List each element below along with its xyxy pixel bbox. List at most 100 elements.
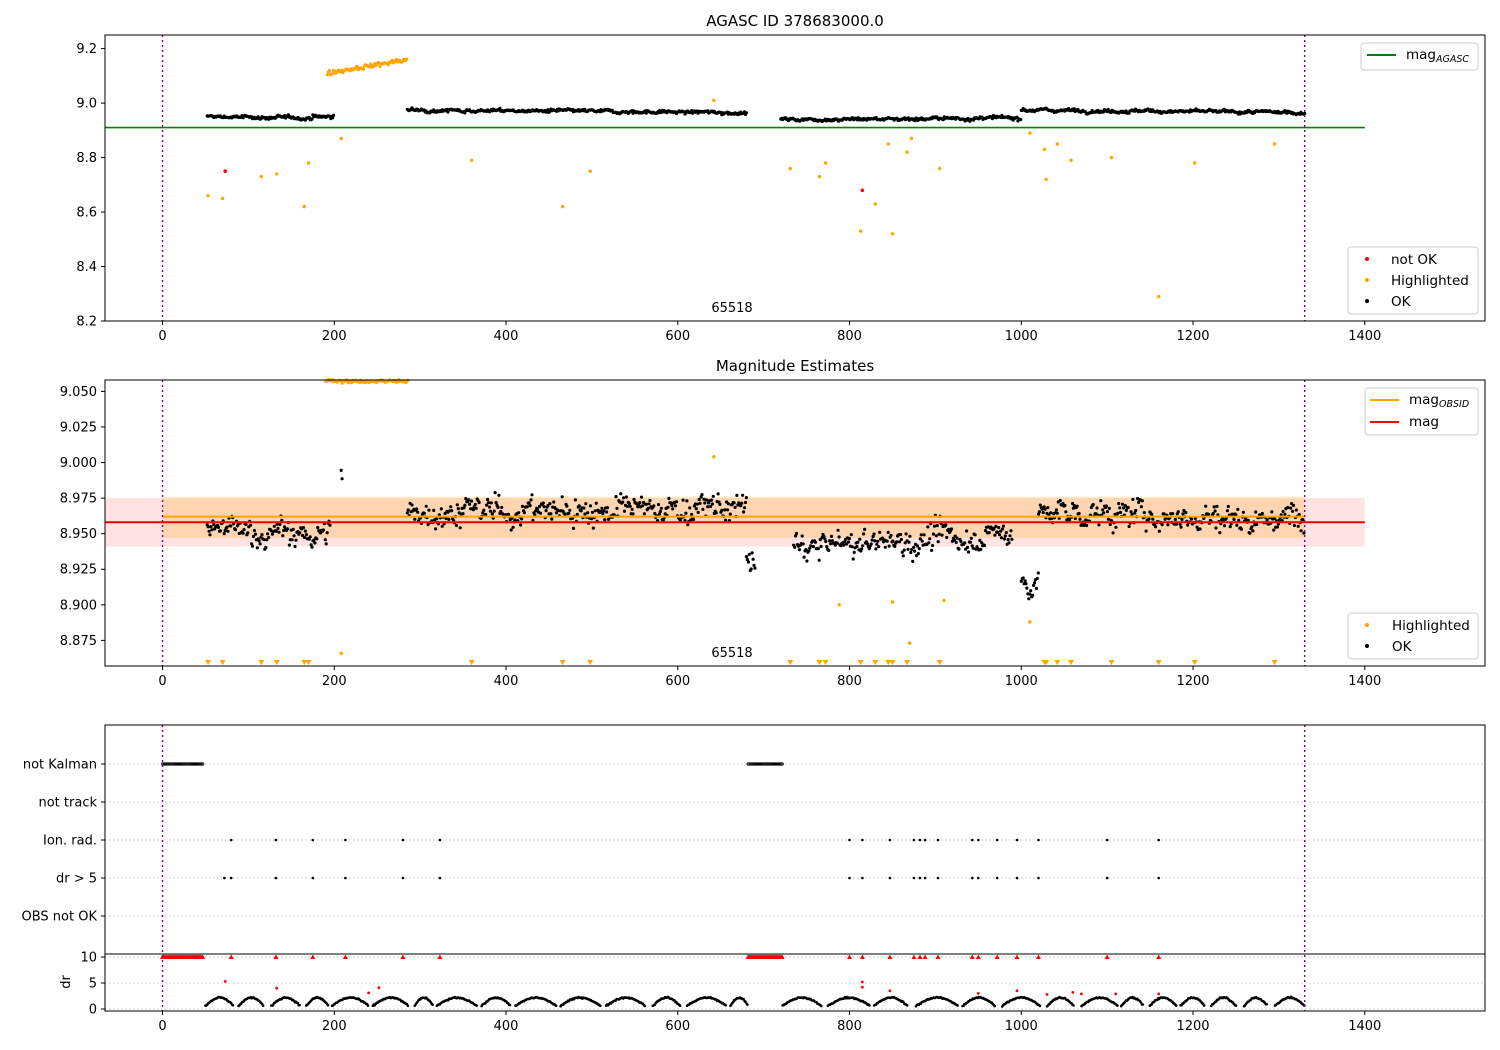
- ok-point: [293, 544, 297, 549]
- ok-point: [519, 523, 523, 527]
- magnitude-legend-marker: [1365, 623, 1369, 627]
- ok-point: [851, 557, 855, 561]
- ok-point: [902, 548, 906, 552]
- dr-axis-label: dr: [59, 975, 74, 989]
- magnitude-legend-label: Highlighted: [1392, 618, 1470, 634]
- highlighted-point: [1193, 161, 1197, 165]
- agasc-panel: AGASC ID 378683000.0 0 200 400 600 800 1000 12…: [76, 12, 1486, 344]
- dr-clipped-marker: [917, 954, 923, 959]
- ok-point: [714, 511, 718, 515]
- ok-point: [858, 537, 862, 541]
- ok-point: [827, 548, 831, 553]
- dr-point: [742, 997, 745, 1001]
- flag-point: [777, 762, 781, 766]
- ok-point: [528, 504, 532, 508]
- flag-point: [1105, 876, 1109, 880]
- flags-x-tick-label: 1000: [1005, 1019, 1038, 1034]
- ok-point: [1029, 589, 1033, 593]
- ok-point: [1049, 511, 1053, 515]
- dr-y-tick-label: 10: [80, 951, 97, 966]
- ok-point: [1237, 518, 1241, 522]
- ok-point: [937, 532, 941, 536]
- highlighted-point: [873, 202, 877, 206]
- dr-red-point: [1071, 991, 1075, 994]
- ok-point: [630, 507, 634, 511]
- dr-clipped-marker: [1104, 954, 1110, 959]
- magnitude-y-tick-label: 9.025: [60, 420, 97, 435]
- ok-point: [520, 517, 524, 521]
- ok-point: [936, 540, 940, 544]
- magnitude-x-tick-label: 800: [837, 674, 862, 689]
- ok-point: [287, 543, 291, 547]
- flag-point: [762, 762, 766, 766]
- ok-point: [908, 534, 912, 538]
- flag-point: [229, 876, 233, 880]
- highlighted-point: [909, 136, 914, 141]
- highlighted-point: [1042, 147, 1047, 152]
- ok-point: [1174, 522, 1178, 526]
- flag-point: [767, 762, 771, 766]
- ok-point: [1140, 499, 1144, 503]
- ok-point: [210, 528, 214, 532]
- ok-point: [1078, 517, 1082, 521]
- not-ok-point: [860, 188, 865, 193]
- ok-point: [659, 506, 664, 510]
- ok-point: [577, 504, 581, 508]
- ok-point: [1046, 506, 1050, 510]
- flag-point: [176, 762, 180, 766]
- ok-point: [944, 523, 948, 527]
- ok-point: [1095, 506, 1099, 510]
- ok-point: [229, 524, 233, 528]
- ok-point: [912, 545, 916, 550]
- clipped-low-marker: [1043, 660, 1050, 665]
- magnitude-x-tick-label: 400: [494, 674, 519, 689]
- ok-point: [1072, 503, 1076, 508]
- ok-point: [415, 507, 419, 511]
- highlighted-point: [1069, 158, 1073, 162]
- ok-point: [656, 502, 661, 507]
- ok-point: [797, 548, 802, 552]
- ok-point: [1273, 516, 1277, 521]
- ok-point: [605, 506, 610, 510]
- highlighted-point: [788, 166, 792, 171]
- ok-point: [1117, 501, 1121, 506]
- ok-point: [695, 502, 699, 506]
- agasc-x-tick-label: 1400: [1348, 329, 1381, 344]
- ok-point: [855, 544, 859, 549]
- ok-point: [661, 518, 665, 522]
- ok-point: [1035, 576, 1039, 581]
- flag-point: [192, 762, 197, 766]
- ok-point: [642, 512, 647, 516]
- ok-point: [1031, 593, 1035, 598]
- magnitude-y-tick-label: 8.900: [60, 598, 97, 613]
- ok-point: [209, 525, 213, 529]
- ok-point: [1050, 516, 1054, 521]
- ok-point: [927, 541, 931, 545]
- ok-point: [601, 511, 605, 516]
- ok-point: [647, 502, 651, 506]
- ok-point: [928, 537, 932, 541]
- agasc-y-tick-label: 9.2: [76, 42, 97, 57]
- flag-point: [179, 762, 183, 766]
- ok-point: [753, 566, 757, 570]
- ok-point: [1071, 506, 1075, 510]
- ok-point: [742, 506, 747, 510]
- ok-point: [1292, 523, 1296, 528]
- ok-point: [701, 507, 705, 511]
- ok-point: [1137, 500, 1141, 504]
- agasc-x-tick-label: 1200: [1176, 329, 1209, 344]
- not-ok-point: [223, 169, 227, 173]
- ok-point: [1119, 510, 1123, 514]
- highlighted-point: [340, 381, 344, 385]
- ok-point: [1025, 586, 1029, 590]
- ok-point: [930, 548, 934, 553]
- ok-point: [454, 523, 458, 528]
- ok-point: [538, 511, 543, 515]
- agasc-x-tick-label: 400: [494, 329, 519, 344]
- ok-point: [1001, 524, 1006, 528]
- ok-point: [250, 544, 255, 548]
- magnitude-legend-line-label: mag: [1409, 414, 1439, 430]
- ok-point: [1214, 526, 1218, 530]
- ok-point: [673, 504, 678, 508]
